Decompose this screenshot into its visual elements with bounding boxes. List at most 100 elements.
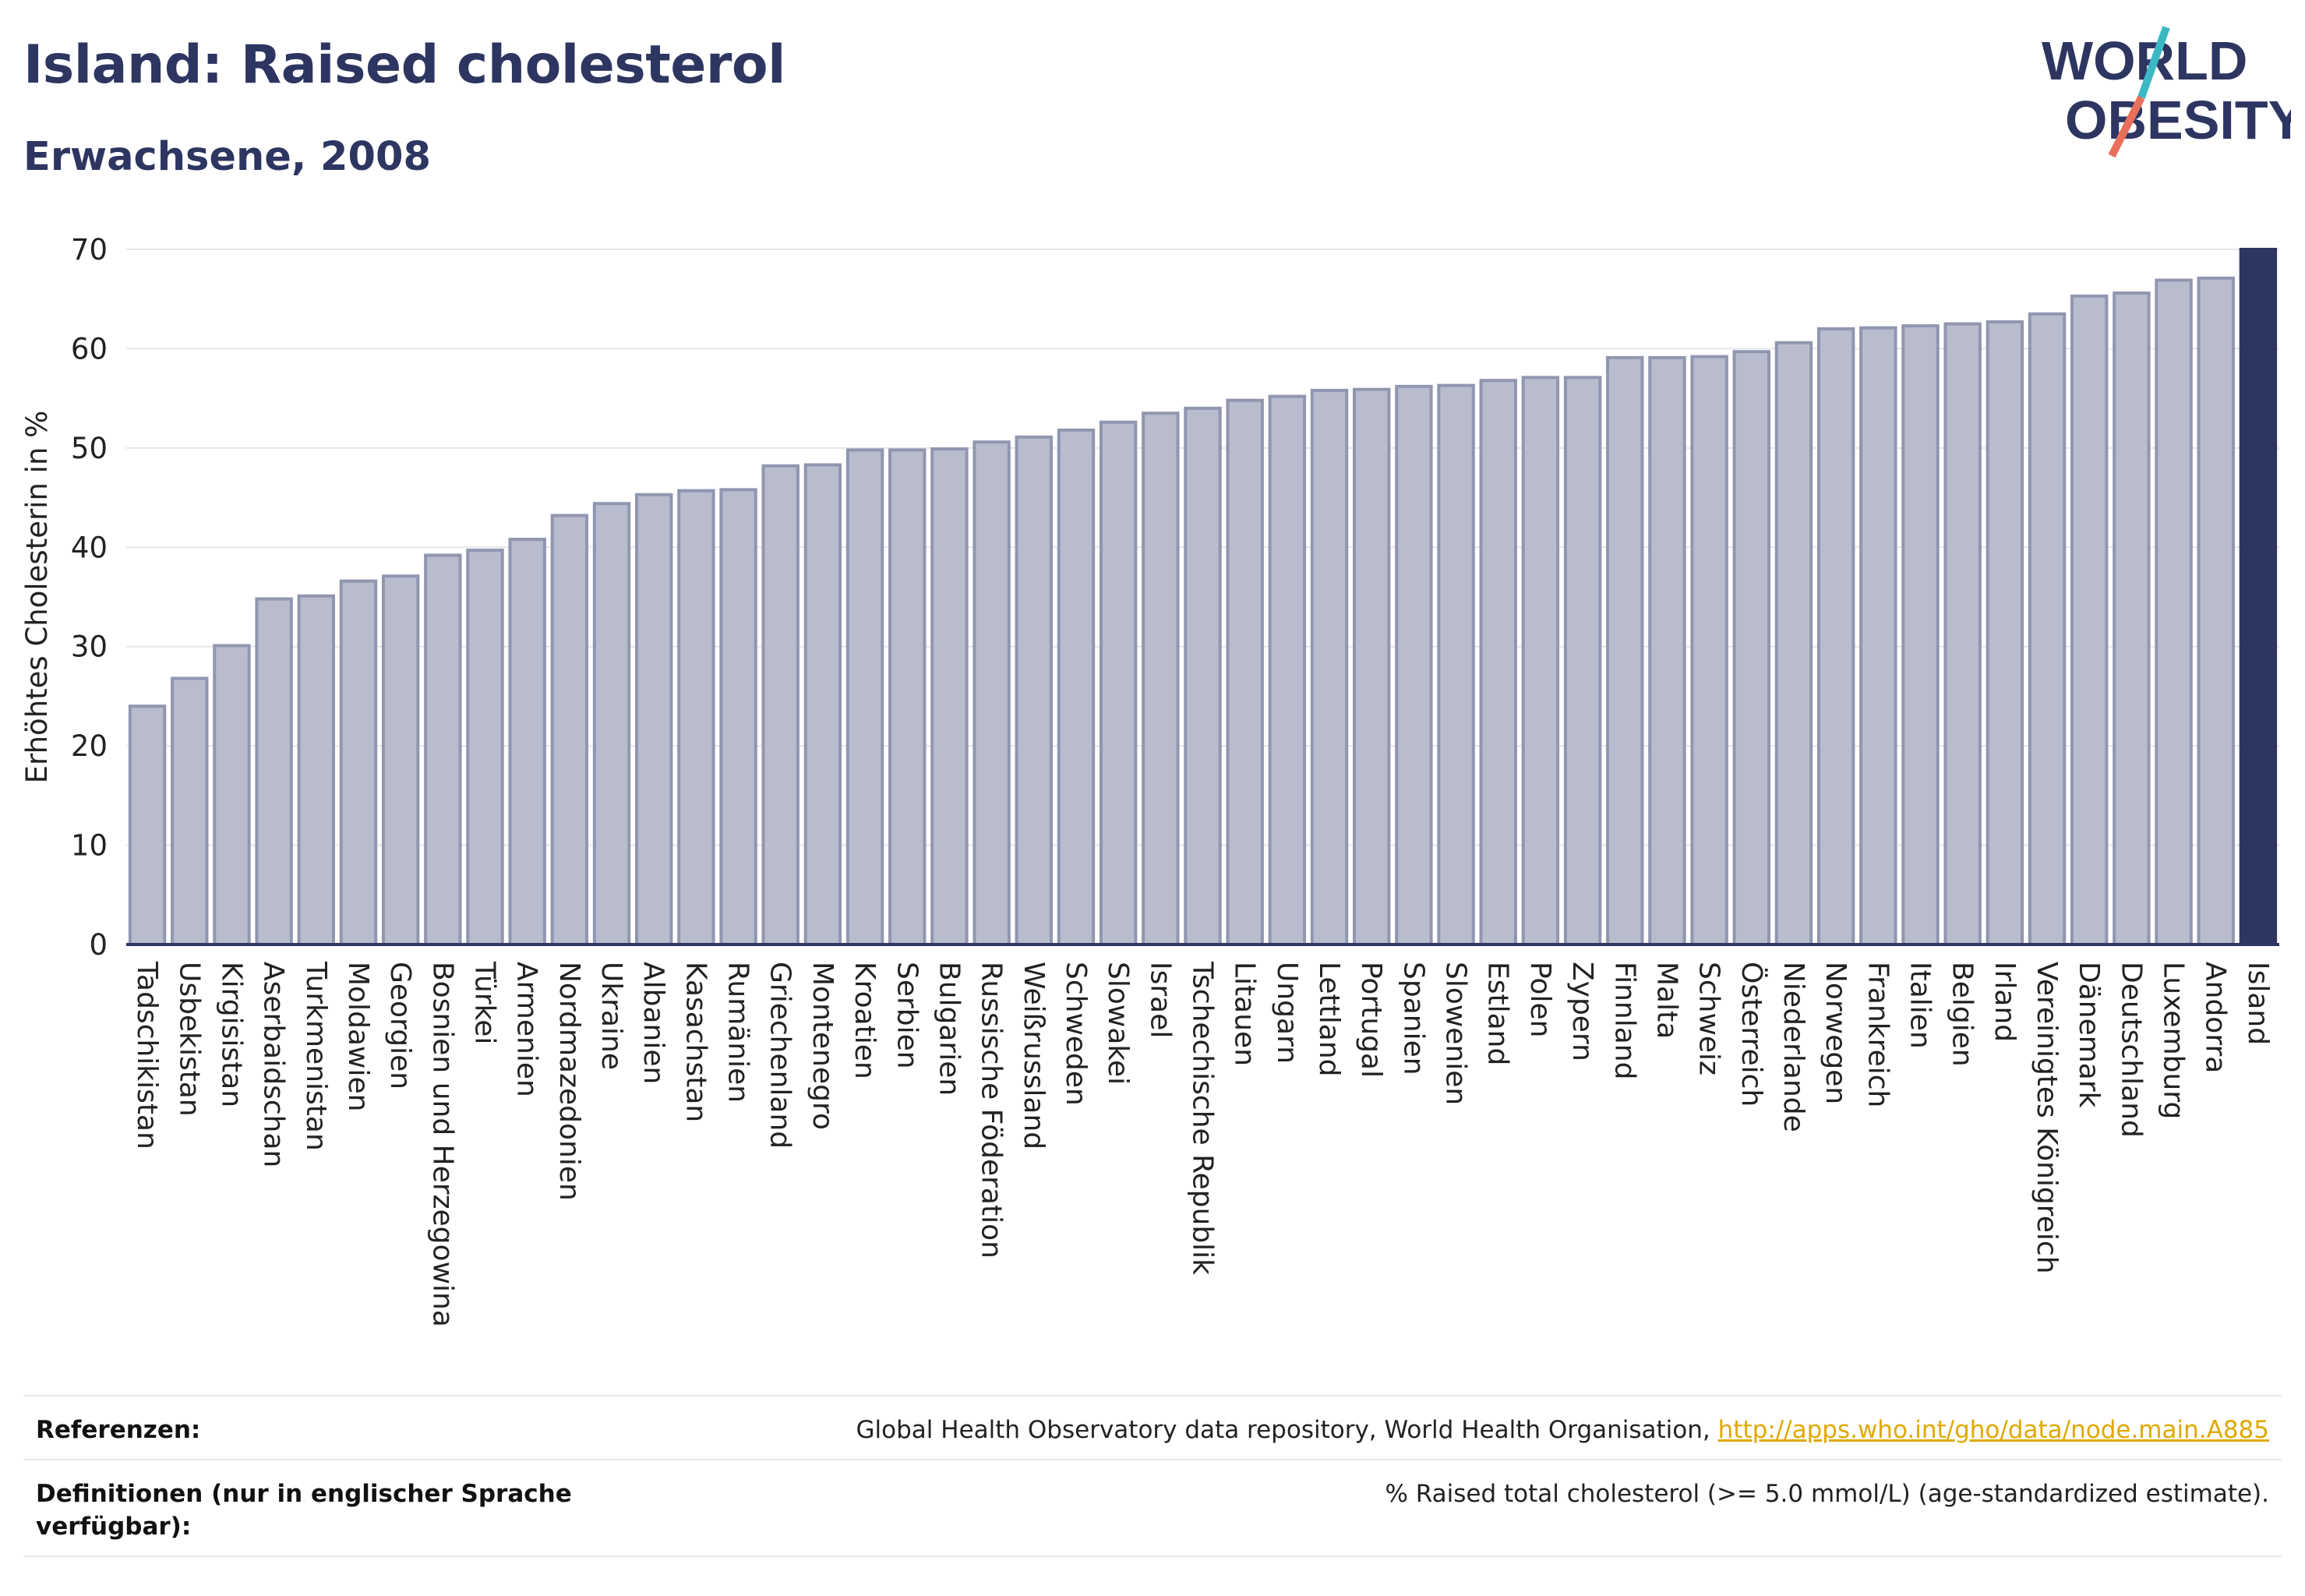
x-tick-label: Schweden [1060, 962, 1092, 1106]
x-tick-label: Kroatien [849, 962, 881, 1079]
bar-kirgisistan [213, 644, 251, 946]
bar-ungarn [1268, 394, 1307, 946]
bar-armenien [508, 538, 546, 946]
bar-andorra [2197, 276, 2235, 946]
bar-vereinigtes-königreich [2028, 312, 2067, 947]
x-tick-label: Bosnien und Herzegowina [426, 962, 458, 1327]
logo-slash-coral [2108, 95, 2145, 158]
bar-frankreich [1859, 326, 1897, 946]
world-obesity-logo: WORLD OBESITY [2042, 26, 2291, 158]
x-tick-label: Serbien [891, 962, 923, 1069]
x-tick-label: Weißrussland [1018, 962, 1050, 1149]
y-tick-label: 10 [71, 829, 108, 863]
x-tick-label: Frankreich [1862, 962, 1894, 1107]
x-tick-label: Schweiz [1693, 962, 1725, 1075]
bar-deutschland [2113, 291, 2151, 947]
bar-norwegen [1816, 327, 1855, 946]
x-tick-label: Nordmazedonien [553, 962, 585, 1201]
x-tick-label: Albanien [637, 962, 669, 1084]
bar-bulgarien [930, 447, 969, 947]
chart-subtitle: Erwachsene, 2008 [23, 134, 431, 180]
y-tick-label: 70 [71, 233, 108, 267]
x-tick-label: Niederlande [1777, 962, 1809, 1132]
x-tick-label: Russische Föderation [976, 962, 1008, 1259]
references-label: Referenzen: [36, 1416, 201, 1444]
bar-island [2239, 248, 2278, 946]
bar-slowenien [1437, 383, 1475, 946]
bar-italien [1901, 324, 1940, 946]
bar-usbekistan [171, 676, 209, 947]
x-tick-label: Italien [1904, 962, 1936, 1049]
x-tick-label: Turkmenistan [300, 961, 332, 1151]
x-tick-label: Kasachstan [679, 962, 711, 1122]
bar-ukraine [592, 502, 631, 946]
x-tick-label: Moldawien [342, 962, 374, 1111]
y-axis-label: Erhöhtes Cholesterin in % [20, 411, 54, 784]
bar-israel [1142, 411, 1180, 946]
bar-kasachstan [677, 489, 715, 946]
x-tick-label: Dänemark [2073, 962, 2105, 1108]
x-tick-label: Luxemburg [2158, 962, 2190, 1119]
bars [128, 248, 2278, 947]
bar-tadschikistan [128, 704, 167, 947]
bar-weißrussland [1015, 435, 1054, 946]
bar-russische-föderation [972, 440, 1011, 946]
bar-rumänien [719, 488, 757, 946]
definitions-value: % Raised total cholesterol (>= 5.0 mmol/… [1385, 1480, 2269, 1508]
x-tick-label: Österreich [1735, 962, 1768, 1107]
bar-estland [1479, 379, 1517, 947]
y-tick-label: 30 [71, 630, 108, 664]
x-tick-label: Polen [1524, 962, 1556, 1037]
x-tick-label: Lettland [1313, 962, 1345, 1077]
bar-albanien [634, 493, 673, 946]
x-tick-label: Bulgarien [933, 962, 965, 1096]
x-tick-label: Litauen [1229, 962, 1261, 1066]
x-tick-label: Tschechische Republik [1187, 961, 1219, 1275]
y-tick-label: 50 [71, 432, 108, 465]
bar-finnland [1606, 355, 1644, 946]
x-tick-label: Norwegen [1820, 962, 1851, 1104]
references-value: Global Health Observatory data repositor… [856, 1414, 2269, 1446]
bar-irland [1986, 320, 2024, 947]
x-tick-label: Usbekistan [173, 962, 205, 1117]
x-tick-label: Malta [1650, 962, 1682, 1039]
bar-niederlande [1774, 341, 1813, 947]
x-tick-label: Estland [1482, 962, 1514, 1065]
x-tick-label: Tadschikistan [131, 961, 163, 1149]
x-tick-label: Türkei [469, 961, 501, 1044]
bar-tschechische-republik [1184, 406, 1222, 946]
x-tick-label: Georgien [384, 962, 416, 1089]
bar-schweden [1057, 428, 1096, 947]
bar-portugal [1352, 387, 1391, 947]
y-axis-ticks: 0 10 20 30 40 50 60 70 [71, 233, 108, 962]
y-tick-label: 40 [71, 531, 108, 564]
bar-moldawien [339, 579, 378, 946]
references-row: Referenzen: Global Health Observatory da… [23, 1395, 2282, 1459]
bar-georgien [381, 574, 420, 946]
bar-zypern [1563, 376, 1602, 946]
x-tick-label: Slowenien [1440, 962, 1472, 1105]
x-tick-label: Island [2242, 962, 2274, 1045]
x-tick-label: Ukraine [595, 962, 627, 1070]
bar-litauen [1226, 398, 1264, 947]
references-text: Global Health Observatory data repositor… [856, 1416, 1710, 1444]
bar-luxemburg [2155, 278, 2193, 946]
chart-title: Island: Raised cholesterol [23, 34, 785, 96]
definitions-row: Definitionen (nur in englischer Sprache … [23, 1459, 2282, 1557]
x-tick-label: Belgien [1947, 962, 1978, 1067]
x-tick-label: Montenegro [807, 962, 838, 1130]
bar-polen [1521, 376, 1560, 946]
logo-line2: OBESITY [2065, 90, 2291, 150]
references-link[interactable]: http://apps.who.int/gho/data/node.main.A… [1717, 1416, 2269, 1444]
bar-spanien [1395, 384, 1433, 946]
x-tick-label: Spanien [1397, 962, 1429, 1075]
x-axis-labels: Tadschikistan Usbekistan Kirgisistan Aserba… [131, 961, 2274, 1327]
bar-kroatien [845, 448, 884, 946]
bar-nordmazedonien [550, 514, 589, 947]
bar-lettland [1310, 388, 1349, 947]
bar-türkei [466, 549, 504, 946]
x-tick-label: Aserbaidschan [258, 962, 290, 1167]
x-tick-label: Slowakei [1102, 962, 1134, 1085]
bar-malta [1648, 355, 1686, 946]
y-tick-label: 60 [71, 332, 108, 365]
